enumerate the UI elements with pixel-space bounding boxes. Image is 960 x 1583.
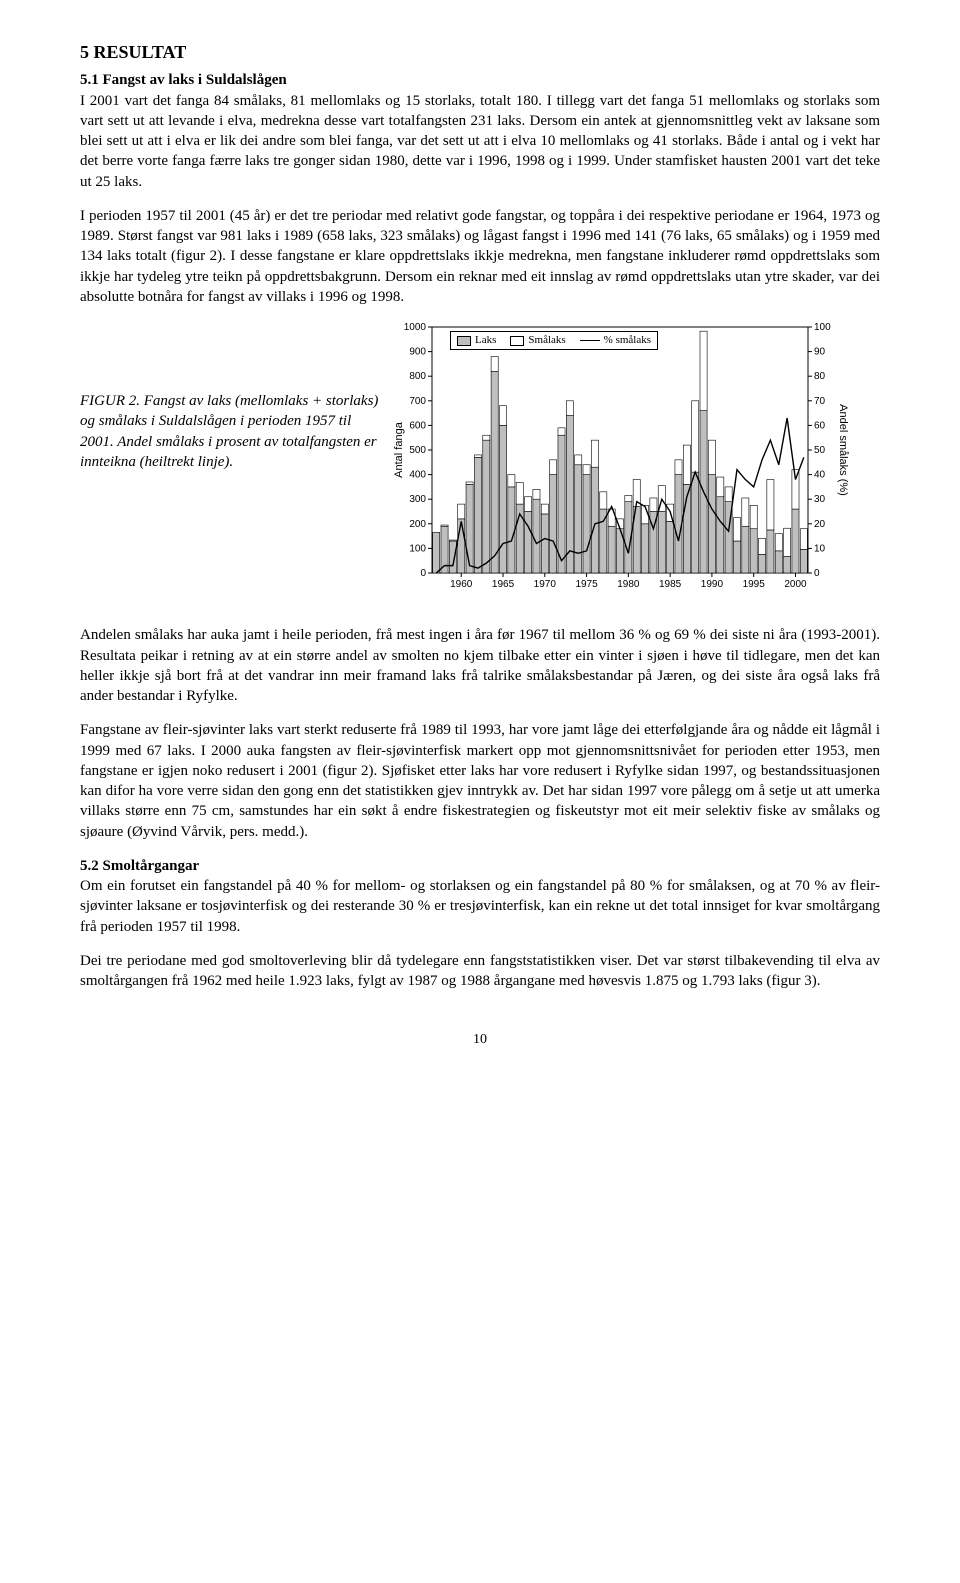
svg-text:1970: 1970: [534, 579, 557, 590]
svg-text:70: 70: [814, 396, 826, 407]
svg-text:300: 300: [409, 494, 426, 505]
svg-text:100: 100: [409, 543, 426, 554]
p4-text: Fangstane av fleir-sjøvinter laks vart s…: [80, 720, 880, 842]
subhead-5-1: 5.1 Fangst av laks i Suldalslågen: [80, 72, 287, 88]
svg-text:700: 700: [409, 396, 426, 407]
figure-2-row: FIGUR 2. Fangst av laks (mellomlaks + st…: [80, 321, 880, 607]
svg-text:1980: 1980: [617, 579, 640, 590]
svg-text:800: 800: [409, 371, 426, 382]
svg-text:30: 30: [814, 494, 826, 505]
figure-2-caption-lead: FIGUR 2. Fangst av laks: [80, 393, 231, 409]
p1-text: I 2001 vart det fanga 84 smålaks, 81 mel…: [80, 93, 880, 190]
svg-text:0: 0: [420, 568, 426, 579]
p6-text: Dei tre periodane med god smoltoverlevin…: [80, 951, 880, 992]
svg-text:1990: 1990: [701, 579, 724, 590]
svg-text:1960: 1960: [450, 579, 473, 590]
figure-2-chart: 0 100 200 300 400 500 600 700 800 900 1000 0 10 20 30 4…: [390, 321, 880, 607]
subhead-5-2: 5.2 Smoltårgangar: [80, 858, 199, 874]
legend-pct: % smålaks: [580, 333, 651, 348]
svg-text:900: 900: [409, 347, 426, 358]
p2-text: I perioden 1957 til 2001 (45 år) er det …: [80, 206, 880, 307]
svg-text:20: 20: [814, 519, 826, 530]
svg-text:400: 400: [409, 470, 426, 481]
legend-laks: Laks: [457, 333, 496, 348]
svg-text:Andel smålaks (%): Andel smålaks (%): [837, 404, 849, 496]
legend-smalaks: Smålaks: [510, 333, 565, 348]
para-5-2: 5.2 Smoltårgangar Om ein forutset ein fa…: [80, 856, 880, 937]
page-number: 10: [80, 1031, 880, 1050]
svg-text:2000: 2000: [784, 579, 807, 590]
svg-text:1995: 1995: [743, 579, 766, 590]
svg-text:60: 60: [814, 420, 826, 431]
svg-text:0: 0: [814, 568, 820, 579]
p3-text: Andelen smålaks har auka jamt i heile pe…: [80, 625, 880, 706]
svg-text:50: 50: [814, 445, 826, 456]
para-5-1: 5.1 Fangst av laks i Suldalslågen I 2001…: [80, 70, 880, 192]
chart-legend: Laks Smålaks % smålaks: [450, 331, 658, 350]
svg-text:600: 600: [409, 420, 426, 431]
svg-text:100: 100: [814, 322, 831, 333]
svg-text:80: 80: [814, 371, 826, 382]
svg-text:1965: 1965: [492, 579, 515, 590]
svg-text:1000: 1000: [404, 322, 427, 333]
p5-text: Om ein forutset ein fangstandel på 40 % …: [80, 878, 880, 935]
figure-2-caption: FIGUR 2. Fangst av laks (mellomlaks + st…: [80, 321, 380, 472]
svg-text:1975: 1975: [575, 579, 598, 590]
svg-text:1985: 1985: [659, 579, 682, 590]
svg-text:90: 90: [814, 347, 826, 358]
svg-text:200: 200: [409, 519, 426, 530]
svg-text:10: 10: [814, 543, 826, 554]
svg-text:500: 500: [409, 445, 426, 456]
svg-text:Antal fanga: Antal fanga: [393, 421, 405, 478]
svg-text:40: 40: [814, 470, 826, 481]
heading-resultat: 5 RESULTAT: [80, 40, 880, 64]
